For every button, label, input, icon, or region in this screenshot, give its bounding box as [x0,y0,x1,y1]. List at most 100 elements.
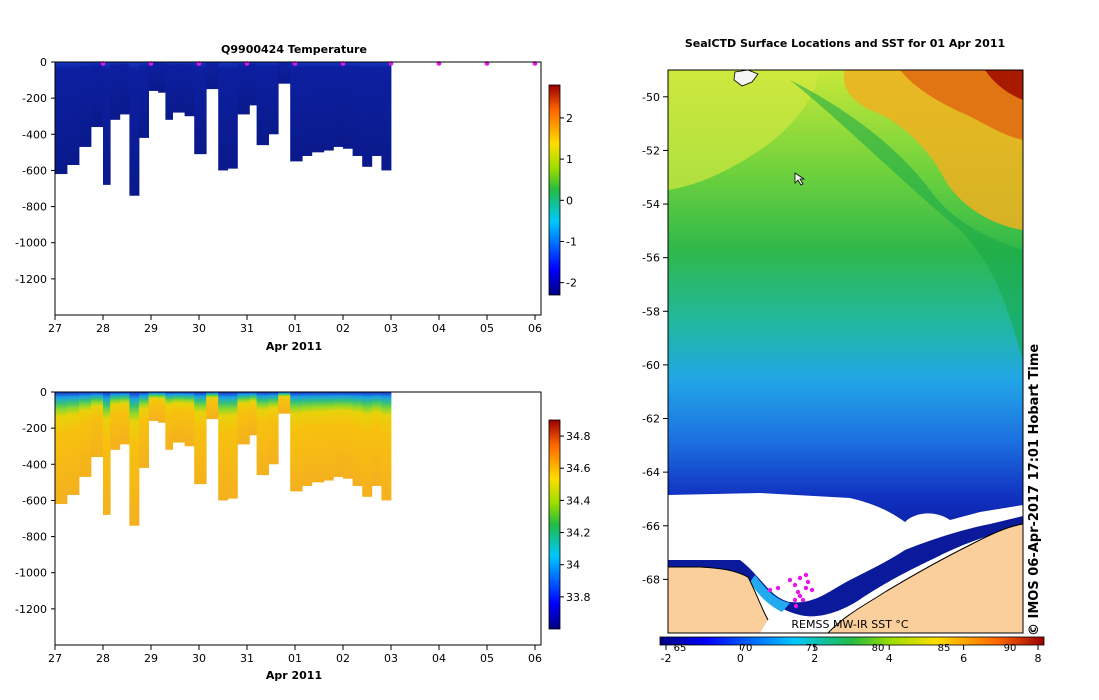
salinity-colorbar-tick-label: 33.8 [566,591,591,604]
sst-land-east [828,524,1023,633]
sst-coastline [668,523,1023,633]
salinity-x-tick-label: 05 [480,652,494,665]
sst-colorbar-ticks: -2 0 2 4 6 8 65 70 75 80 85 90 [661,643,1042,665]
sst-yellow-region [668,70,820,190]
sst-colorbar-tick-label: 4 [886,652,893,665]
salinity-profile-column [194,392,207,485]
salinity-profile-column [256,392,269,476]
sst-colorbar-tick-label: 6 [960,652,967,665]
salinity-x-tick-label: 04 [432,652,446,665]
salinity-x-tick-label: 06 [528,652,542,665]
temperature-profile-column [343,62,353,149]
salinity-x-tick-label: 31 [240,652,254,665]
salinity-profile-column [119,392,130,445]
salinity-profile-column [227,392,238,499]
sst-lat-tick-label: -58 [642,305,660,318]
salinity-y-tick-label: 0 [40,386,47,399]
temperature-profile-column [91,62,104,128]
salinity-profile-column [165,392,173,450]
seal-location-dot [775,585,781,591]
temperature-profile-column [256,62,269,146]
temperature-x-tick-label: 29 [144,322,158,335]
salinity-x-tick-label: 29 [144,652,158,665]
salinity-x-tick-label: 27 [48,652,62,665]
seal-location-dot [793,603,799,609]
sst-island [733,70,759,87]
salinity-y-tick-label: -1000 [15,567,47,580]
temperature-colorbar-ticks: 2 1 0 -1 -2 [560,112,577,290]
temperature-profile-column [148,62,159,91]
temperature-x-label: Apr 2011 [266,340,322,353]
temperature-profile-column [172,62,185,113]
temperature-x-tick-label: 28 [96,322,110,335]
temperature-colorbar-tick-label: -2 [566,277,577,290]
salinity-profile-column [352,392,363,486]
temperature-x-tick-label: 04 [432,322,446,335]
sst-lon-tick-label: 75 [806,643,819,654]
salinity-x-label: Apr 2011 [266,669,322,682]
temperature-y-tick-label: -800 [22,201,47,214]
sst-colorbar-tick-label: 8 [1035,652,1042,665]
seal-location-dot [803,585,809,591]
temperature-y-tick-label: -1200 [15,273,47,286]
salinity-profile-column [290,392,303,492]
salinity-colorbar-tick-label: 34.6 [566,462,591,475]
seal-location-dot [800,597,806,603]
salinity-profile-column [362,392,373,497]
salinity-profile-column [218,392,229,501]
sst-lat-tick-label: -64 [642,466,660,479]
temperature-panel: Q9900424 Temperature 0 -200 -400 -600 -800 -1… [15,43,577,353]
temperature-profile-column [103,62,111,185]
temperature-profile-column [110,62,121,120]
sst-lat-tick-label: -56 [642,252,660,265]
temperature-profile-column [129,62,140,196]
salinity-profile-column [249,392,257,436]
temperature-profile-column [237,62,250,115]
seal-location-dot [795,589,801,595]
salinity-profile-column [278,392,291,414]
temperature-colorbar-tick-label: -1 [566,235,577,248]
salinity-profile-column [381,392,392,501]
salinity-profile-column [311,392,325,483]
salinity-y-tick-label: -600 [22,494,47,507]
salinity-profile-column [206,392,219,420]
temperature-profile-column [227,62,238,169]
salinity-x-tick-label: 30 [192,652,206,665]
temperature-plot-frame [54,61,542,316]
sst-coastal-light [750,575,790,612]
salinity-profile-column [67,392,80,496]
temperature-profile-column [302,62,313,156]
sst-map-panel: SealCTD Surface Locations and SST for 01… [642,37,1045,665]
temperature-profile-column [352,62,363,156]
temperature-profile-column [158,62,166,93]
temperature-y-tick-label: -1000 [15,237,47,250]
temperature-profile-column [79,62,92,147]
salinity-profile-column [371,392,382,486]
temperature-profile-column [139,62,149,138]
sst-coastal-band [668,516,1023,617]
sst-lon-tick-label: 65 [674,643,687,654]
temperature-title: Q9900424 Temperature [221,43,367,56]
temperature-profile-column [323,62,334,151]
salinity-profile-column [148,392,159,421]
salinity-profile-column [333,392,344,477]
temperature-x-tick-label: 31 [240,322,254,335]
temperature-x-tick-label: 02 [336,322,350,335]
temperature-y-tick-label: -200 [22,92,47,105]
seal-location-dot [792,597,798,603]
salinity-y-axis: 0 -200 -400 -600 -800 -1000 -1200 [15,386,55,616]
salinity-y-tick-label: -200 [22,422,47,435]
temperature-x-tick-label: 01 [288,322,302,335]
seal-location-dot [797,593,803,599]
temperature-x-tick-label: 30 [192,322,206,335]
temperature-y-axis: 0 -200 -400 -600 -800 -1000 -1200 [15,56,55,286]
temperature-x-tick-label: 27 [48,322,62,335]
sst-colorbar [659,636,1045,646]
sst-land-west [668,567,768,633]
salinity-colorbar-tick-label: 34.8 [566,430,591,443]
salinity-profile-column [139,392,149,468]
salinity-y-tick-label: -1200 [15,603,47,616]
temperature-profile-column [119,62,130,115]
temperature-profile-column [311,62,325,153]
